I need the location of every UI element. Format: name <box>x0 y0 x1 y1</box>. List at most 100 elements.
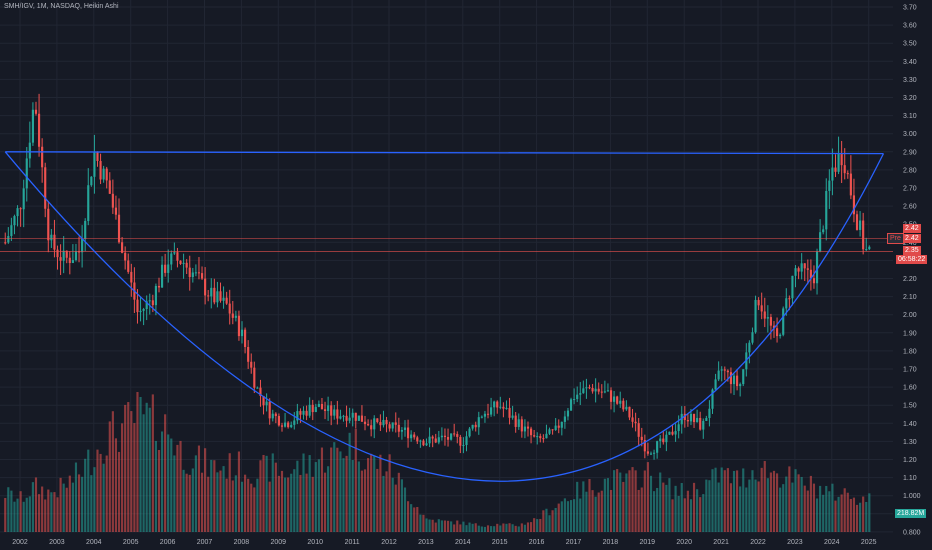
volume-bar <box>585 491 588 532</box>
candle-body <box>111 193 114 208</box>
candle-body <box>160 264 164 288</box>
candle-body <box>474 424 477 428</box>
volume-bar <box>219 470 222 532</box>
volume-bar <box>760 467 763 532</box>
volume-bar <box>280 470 284 532</box>
volume-bar <box>207 476 210 532</box>
candle-body <box>268 401 271 419</box>
volume-bar <box>360 470 364 532</box>
candle-body <box>649 453 653 455</box>
volume-bar <box>846 492 849 532</box>
volume-bar <box>403 487 407 532</box>
volume-bar <box>732 470 736 532</box>
price-tick-label: 3.60 <box>903 23 917 30</box>
volume-bar <box>533 518 536 532</box>
candle-body <box>450 433 453 440</box>
candle-body <box>490 407 493 415</box>
volume-bar <box>210 459 213 532</box>
price-tick-label: 2.90 <box>903 149 917 156</box>
volume-bar <box>631 467 634 532</box>
volume-bar <box>736 470 739 532</box>
candle-body <box>569 399 573 411</box>
volume-bar <box>363 469 367 532</box>
candle-body <box>299 411 302 415</box>
candle-body <box>145 301 148 310</box>
candle-body <box>102 168 105 180</box>
candle-body <box>370 425 373 430</box>
volume-bar <box>302 453 305 532</box>
volume-bar <box>22 501 25 532</box>
candle-body <box>723 369 726 371</box>
candle-body <box>554 425 557 431</box>
volume-bar <box>754 479 757 532</box>
price-tick-label: 3.30 <box>903 77 917 84</box>
candle-body <box>4 242 7 244</box>
volume-bar <box>376 468 379 532</box>
candle-body <box>551 429 554 431</box>
volume-bar <box>84 458 87 532</box>
volume-bar <box>139 396 142 532</box>
volume-bar <box>296 460 299 532</box>
volume-bar <box>231 480 234 532</box>
candle-body <box>533 435 536 437</box>
volume-bar <box>606 478 610 532</box>
volume-bar <box>185 473 188 532</box>
candle-body <box>462 444 465 446</box>
year-tick-label: 2010 <box>307 539 323 546</box>
candle-body <box>443 435 447 437</box>
resistance-trendline <box>5 151 884 155</box>
candle-body <box>689 413 693 422</box>
volume-bar <box>228 453 231 532</box>
volume-bar <box>803 485 806 532</box>
candle-body <box>302 410 305 415</box>
volume-bar <box>425 518 428 532</box>
volume-bar <box>729 483 733 532</box>
volume-bar <box>244 474 247 532</box>
candle-body <box>84 220 87 239</box>
volume-bar <box>348 432 351 532</box>
volume-bar <box>689 499 693 532</box>
candle-body <box>514 415 517 427</box>
volume-bar <box>173 455 176 532</box>
volume-bar <box>523 524 526 532</box>
volume-bar <box>806 490 809 532</box>
candle-body <box>812 278 816 284</box>
volume-bar <box>609 489 613 532</box>
candle-body <box>296 411 299 421</box>
candle-body <box>822 229 825 233</box>
candle-body <box>819 232 822 252</box>
candle-body <box>846 173 849 175</box>
candle-body <box>520 419 523 432</box>
volume-bar <box>265 455 268 532</box>
candle-body <box>622 400 625 410</box>
candle-body <box>363 421 367 425</box>
candle-body <box>779 334 782 337</box>
candle-body <box>606 390 610 392</box>
candle-body <box>456 434 459 437</box>
volume-bar <box>431 519 434 532</box>
candle-body <box>849 173 852 196</box>
candle-body <box>742 369 745 385</box>
candle-body <box>548 429 551 434</box>
volume-bar <box>742 468 745 532</box>
candle-body <box>37 113 41 147</box>
volume-bar <box>505 523 508 532</box>
volume-bar <box>588 479 591 532</box>
volume-bar <box>591 490 594 532</box>
candle-body <box>311 404 314 413</box>
price-tick-label: 3.70 <box>903 5 917 12</box>
candle-body <box>323 409 327 411</box>
candle-body <box>600 391 603 393</box>
price-tick-label: 0.800 <box>903 529 921 536</box>
candle-body <box>394 422 397 425</box>
candle-body <box>182 262 185 264</box>
volume-bar <box>13 501 16 532</box>
volume-bar <box>459 524 462 532</box>
volume-bar <box>130 411 133 532</box>
candle-body <box>775 328 779 337</box>
candle-body <box>34 109 38 114</box>
volume-bar <box>822 494 825 532</box>
candle-body <box>274 413 277 417</box>
volume-bar <box>708 480 711 532</box>
